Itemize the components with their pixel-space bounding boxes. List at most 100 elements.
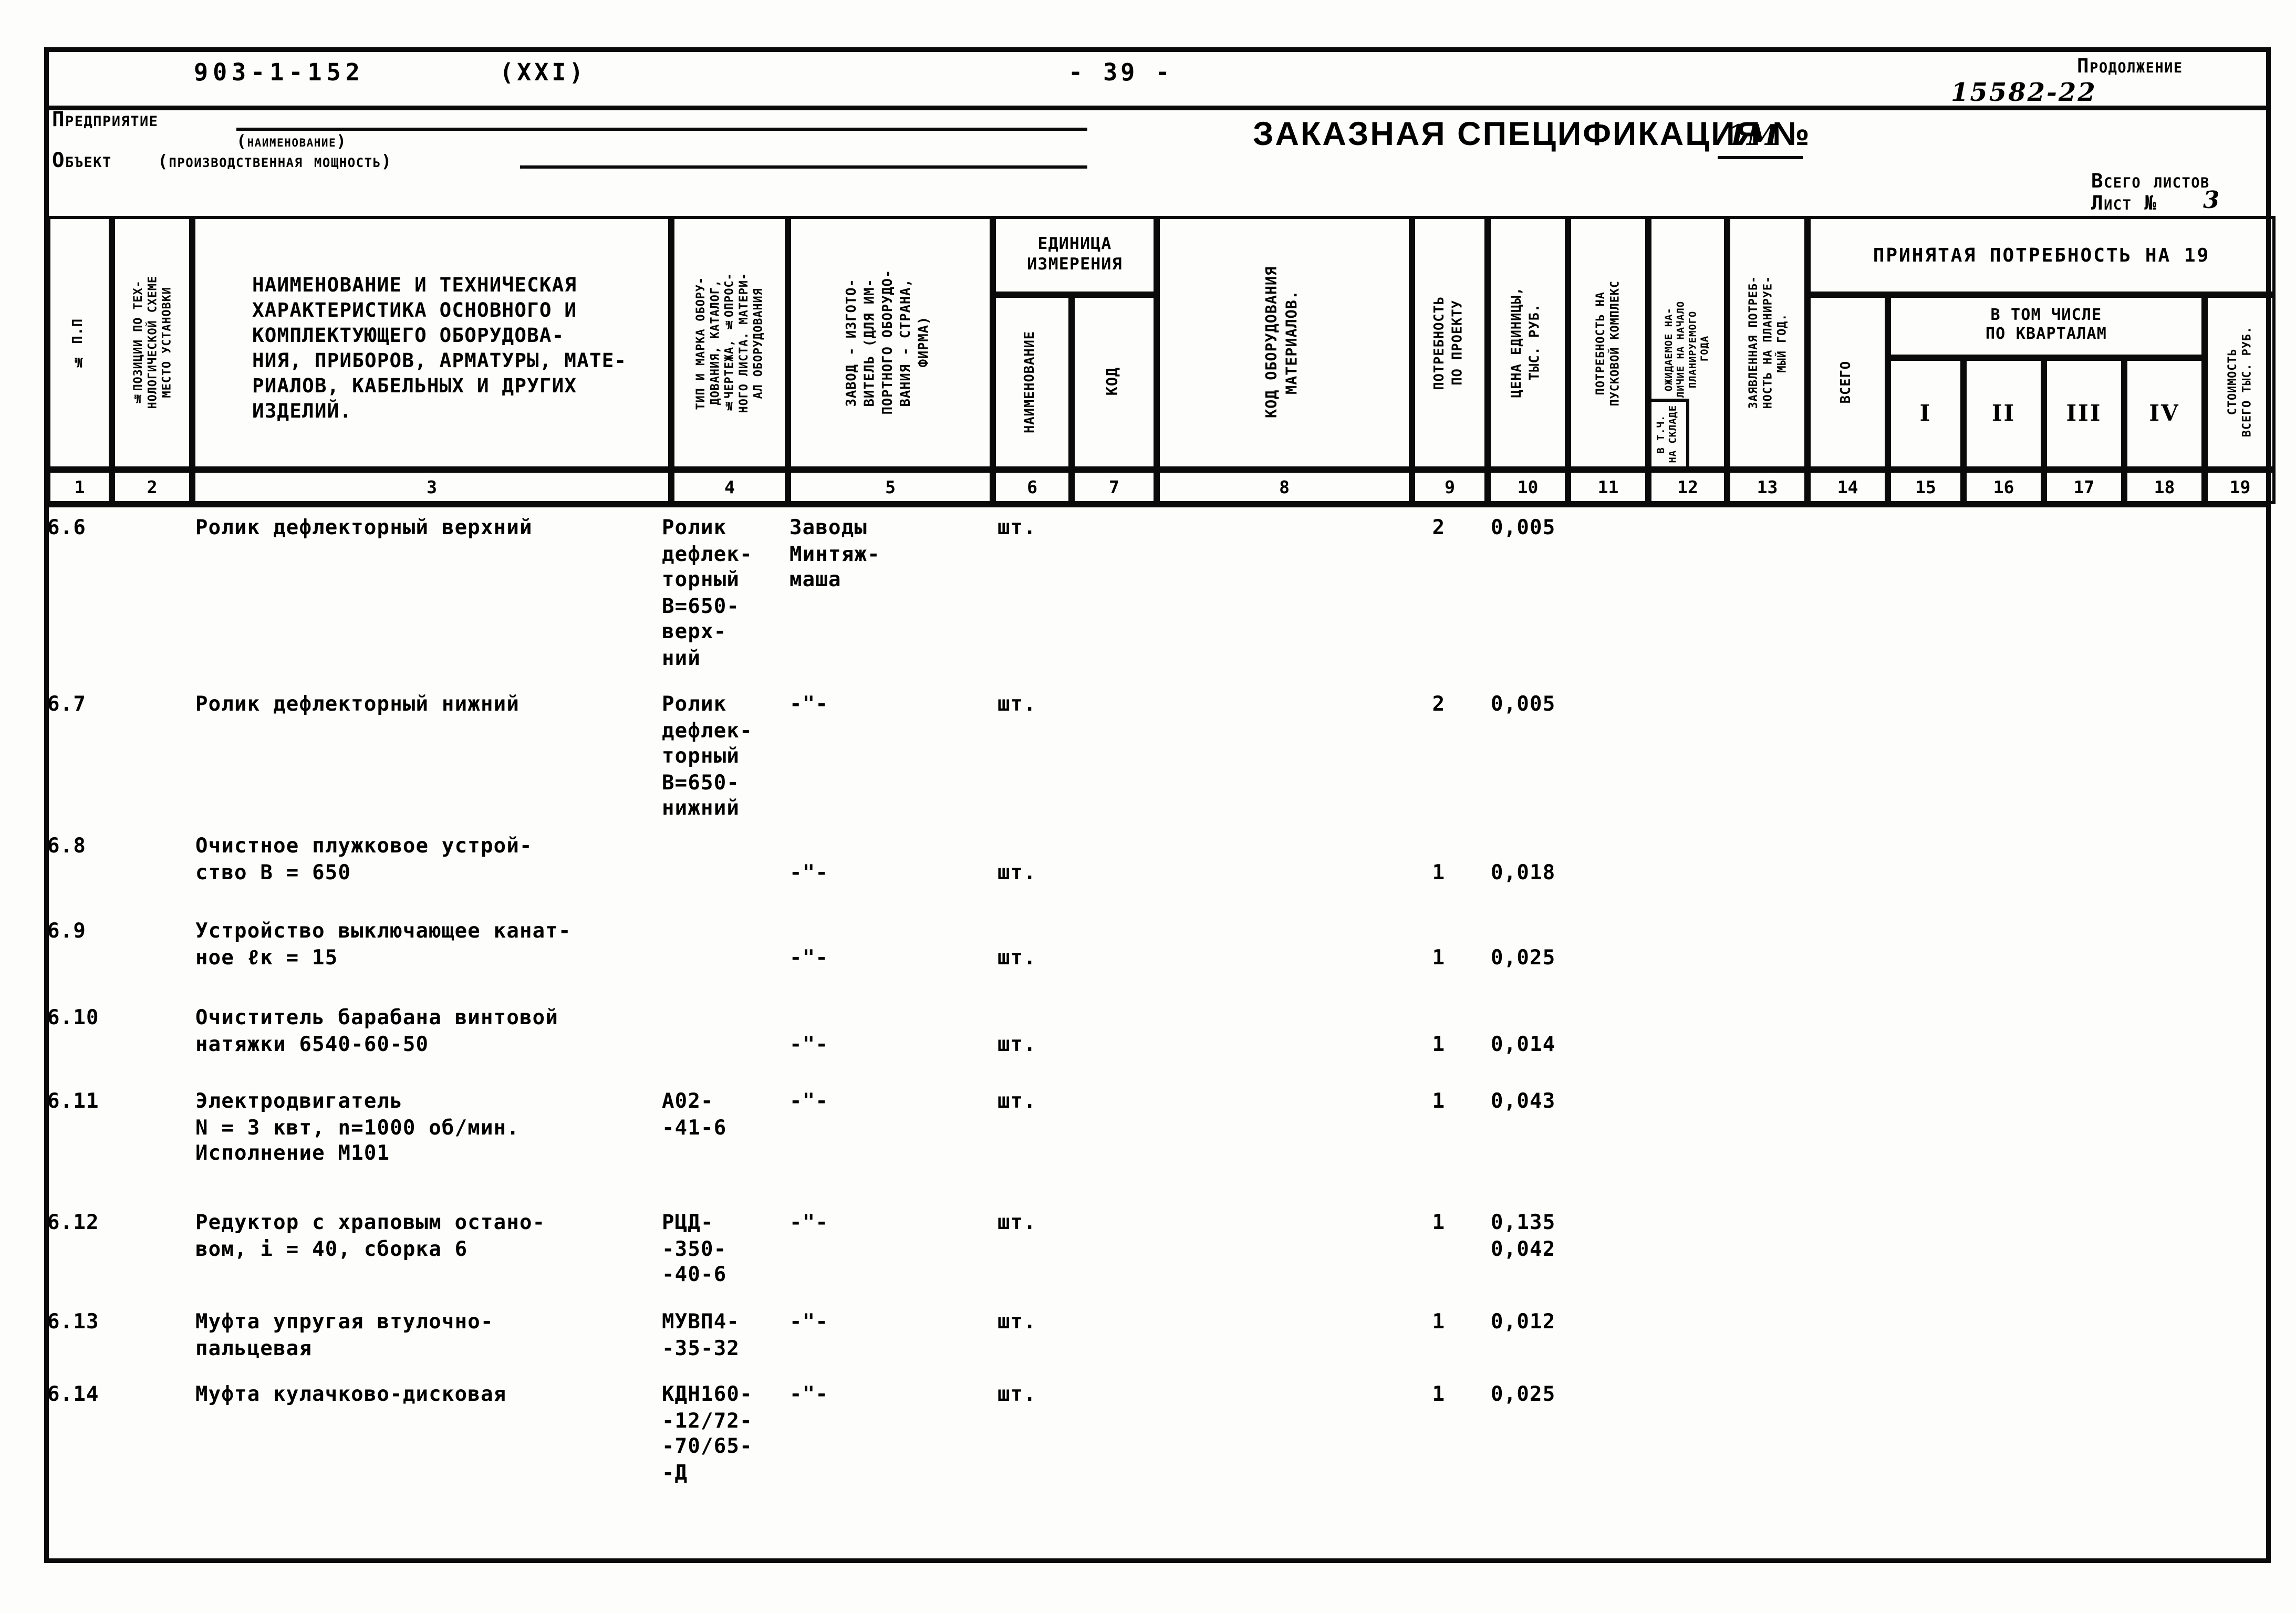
col-header-15-label: I xyxy=(1919,401,1932,426)
header-bottom-rule xyxy=(47,501,2271,507)
col-header-1-label: № П.П xyxy=(70,317,87,368)
column-number: 15 xyxy=(1888,470,1963,504)
col-header-11: ПОТРЕБНОСТЬ НА ПУСКОВОЙ КОМПЛЕКС xyxy=(1568,216,1648,470)
col-header-14-label: ВСЕГО xyxy=(1838,360,1855,404)
row-price: 0,012 xyxy=(1491,1311,1556,1335)
object-hint: (производственная мощность) xyxy=(158,151,392,172)
sheet-frame xyxy=(44,47,2271,1563)
row-price: 0,005 xyxy=(1491,693,1556,717)
column-number: 19 xyxy=(2205,470,2276,504)
column-number: 13 xyxy=(1727,470,1807,504)
continuation-code: 15582-22 xyxy=(1951,77,2097,107)
row-qty: 1 xyxy=(1432,1383,1446,1407)
col-header-6: НАИМЕНОВАНИЕ xyxy=(993,295,1072,470)
column-number: 16 xyxy=(1963,470,2044,504)
row-unit: шт. xyxy=(998,517,1037,540)
row-number: 6.13 xyxy=(47,1311,99,1335)
row-unit: шт. xyxy=(998,1383,1037,1407)
col-header-14: ВСЕГО xyxy=(1807,295,1888,470)
row-price: 0,135 0,042 xyxy=(1491,1212,1556,1262)
col-header-8-label: КОД ОБОРУДОВАНИЯ МАТЕРИАЛОВ. xyxy=(1264,267,1302,419)
col-header-12-sub: В Т.Ч. НА СКЛАДЕ xyxy=(1648,399,1689,470)
col-header-17-label: III xyxy=(2066,401,2102,426)
column-number: 11 xyxy=(1568,470,1648,504)
row-name: Муфта кулачково-дисковая xyxy=(195,1383,507,1407)
page-number: - 39 - xyxy=(1068,58,1173,87)
row-price: 0,014 xyxy=(1491,1034,1556,1057)
column-number: 14 xyxy=(1807,470,1888,504)
row-unit: шт. xyxy=(998,1090,1037,1114)
column-number: 9 xyxy=(1412,470,1488,504)
row-type-mark: Ролик дефлек- торный В=650- нижний xyxy=(662,693,753,821)
column-number: 17 xyxy=(2044,470,2124,504)
row-name: Устройство выключающее канат- ное ℓк = 1… xyxy=(195,920,572,970)
row-name: Электродвигатель N = 3 квт, n=1000 об/ми… xyxy=(195,1090,520,1166)
quarters-group-label: В ТОМ ЧИСЛЕ ПО КВАРТАЛАМ xyxy=(1985,306,2107,344)
col-header-17: III xyxy=(2044,358,2124,470)
row-manufacturer: -"- xyxy=(789,1212,829,1235)
quarters-group-header: В ТОМ ЧИСЛЕ ПО КВАРТАЛАМ xyxy=(1888,295,2205,358)
row-unit: шт. xyxy=(998,1034,1037,1057)
col-header-12-label: ОЖИДАЕМОЕ НА- ЛИЧИЕ НА НАЧАЛО ПЛАНИРУЕМО… xyxy=(1664,300,1711,398)
row-price: 0,018 xyxy=(1491,862,1556,886)
row-manufacturer: -"- xyxy=(789,1034,829,1057)
col-header-10: ЦЕНА ЕДИНИЦЫ, ТЫС. РУБ. xyxy=(1488,216,1568,470)
row-qty: 1 xyxy=(1432,862,1446,886)
object-label: Объект xyxy=(52,150,112,173)
row-manufacturer: -"- xyxy=(789,862,829,886)
row-qty: 1 xyxy=(1432,1311,1446,1335)
col-header-18-label: IV xyxy=(2149,401,2180,426)
col-header-19-label: СТОИМОСТЬ ВСЕГО ТЫС. РУБ. xyxy=(2226,326,2255,438)
row-name: Ролик дефлекторный нижний xyxy=(195,693,520,717)
column-number: 7 xyxy=(1072,470,1157,504)
sheet-no-value: 3 xyxy=(2203,186,2220,214)
row-qty: 2 xyxy=(1432,517,1446,540)
column-number: 6 xyxy=(993,470,1072,504)
column-number: 1 xyxy=(47,470,112,504)
col-header-8: КОД ОБОРУДОВАНИЯ МАТЕРИАЛОВ. xyxy=(1157,216,1412,470)
row-unit: шт. xyxy=(998,862,1037,886)
total-sheets-label: Всего листов xyxy=(2091,169,2210,192)
unit-group-label: ЕДИНИЦА ИЗМЕРЕНИЯ xyxy=(1027,234,1123,274)
row-type-mark: Ролик дефлек- торный В=650- верх- ний xyxy=(662,517,753,671)
enterprise-hint: (наименование) xyxy=(236,132,347,151)
enterprise-blank-line xyxy=(236,128,1087,131)
col-header-16: II xyxy=(1963,358,2044,470)
row-qty: 1 xyxy=(1432,1090,1446,1114)
row-price: 0,043 xyxy=(1491,1090,1556,1114)
col-header-7-label: КОД xyxy=(1104,368,1121,397)
row-number: 6.8 xyxy=(47,835,87,859)
row-unit: шт. xyxy=(998,1212,1037,1235)
row-manufacturer: Заводы Минтяж- маша xyxy=(789,517,880,592)
col-header-13-label: ЗАЯВЛЕННАЯ ПОТРЕБ- НОСТЬ НА ПЛАНИРУЕ- МЫ… xyxy=(1746,276,1789,410)
row-unit: шт. xyxy=(998,693,1037,717)
row-unit: шт. xyxy=(998,947,1037,971)
row-manufacturer: -"- xyxy=(789,693,829,717)
spec-title: ЗАКАЗНАЯ СПЕЦИФИКАЦИЯ № xyxy=(1253,117,1811,153)
row-number: 6.7 xyxy=(47,693,87,717)
object-blank-line xyxy=(520,165,1087,169)
row-name: Очиститель барабана винтовой натяжки 654… xyxy=(195,1007,559,1057)
row-number: 6.6 xyxy=(47,517,87,540)
spec-number: 1М xyxy=(1718,120,1804,159)
col-header-9: ПОТРЕБНОСТЬ ПО ПРОЕКТУ xyxy=(1412,216,1488,470)
col-header-13: ЗАЯВЛЕННАЯ ПОТРЕБ- НОСТЬ НА ПЛАНИРУЕ- МЫ… xyxy=(1727,216,1807,470)
row-qty: 1 xyxy=(1432,1034,1446,1057)
col-header-2-label: №ПОЗИЦИИ ПО ТЕХ- НОЛОГИЧЕСКОЙ СХЕМЕ МЕСТ… xyxy=(130,276,174,410)
col-header-10-label: ЦЕНА ЕДИНИЦЫ, ТЫС. РУБ. xyxy=(1510,287,1544,399)
column-number: 10 xyxy=(1488,470,1568,504)
row-qty: 1 xyxy=(1432,947,1446,971)
col-header-4-label: ТИП И МАРКА ОБОРУ- ДОВАНИЯ, КАТАЛОГ, №ЧЕ… xyxy=(693,272,765,413)
col-header-4: ТИП И МАРКА ОБОРУ- ДОВАНИЯ, КАТАЛОГ, №ЧЕ… xyxy=(671,216,788,470)
row-qty: 2 xyxy=(1432,693,1446,717)
col-header-15: I xyxy=(1888,358,1963,470)
column-number: 3 xyxy=(192,470,671,504)
col-header-18: IV xyxy=(2124,358,2205,470)
doc-code: 903-1-152 xyxy=(194,58,365,87)
row-number: 6.10 xyxy=(47,1007,99,1031)
row-manufacturer: -"- xyxy=(789,1383,829,1407)
row-type-mark: КДН160- -12/72- -70/65- -Д xyxy=(662,1383,753,1485)
row-number: 6.14 xyxy=(47,1383,99,1407)
row-qty: 1 xyxy=(1432,1212,1446,1235)
